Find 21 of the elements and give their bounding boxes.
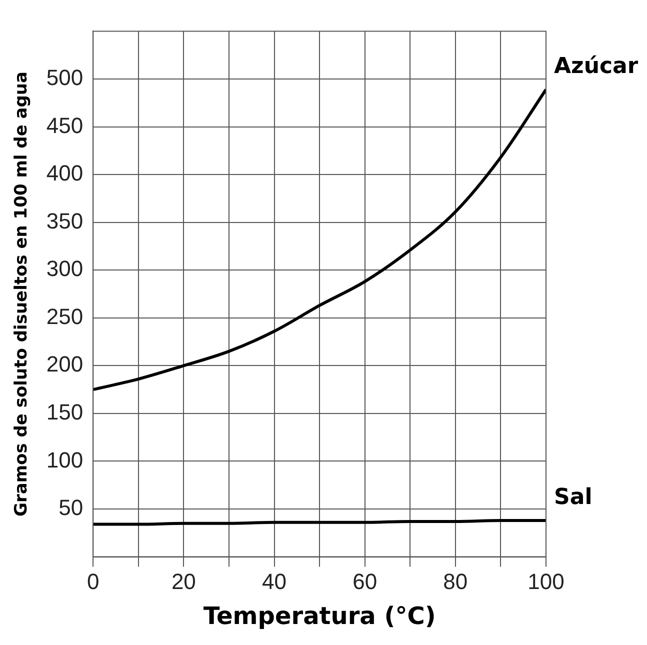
line-series [93,88,546,392]
y-tick-label: 250 [46,304,84,329]
y-tick-label: 450 [46,112,84,138]
y-axis-title: Gramos de soluto disueltos en 100 ml de agua [12,72,32,516]
y-tick-label: 150 [46,400,84,425]
series-label: Sal [554,485,592,510]
y-tick-label: 200 [46,352,84,377]
y-tick-label: 300 [46,256,84,282]
x-tick-label: 40 [262,569,287,594]
y-tick-label: 350 [46,208,84,234]
series-label: Azúcar [554,54,638,80]
x-axis-title: Temperatura (°C) [203,602,436,630]
x-tick-label: 0 [86,569,100,594]
y-tick-label: 500 [46,65,84,90]
x-tick-label: 100 [528,569,564,594]
x-tick-label: 60 [352,569,378,594]
y-tick-label: 100 [46,447,84,472]
x-tick-label: 20 [171,569,196,594]
y-tick-label: 50 [58,495,84,520]
y-tick-label: 400 [46,160,84,186]
x-tick-label: 80 [443,569,468,594]
